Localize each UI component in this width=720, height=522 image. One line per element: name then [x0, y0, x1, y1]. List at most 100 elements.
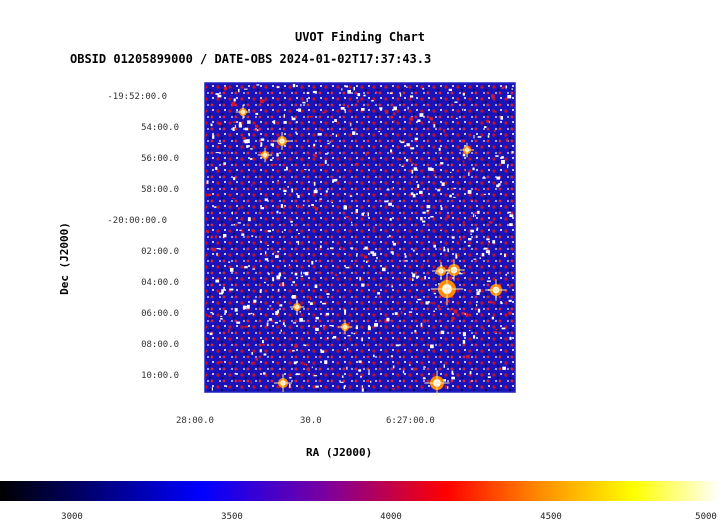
star-pixel	[345, 85, 348, 88]
star-pixel	[329, 134, 332, 137]
star-pixel	[341, 88, 343, 91]
star-pixel	[300, 158, 304, 161]
star-pixel	[491, 316, 494, 320]
star-pixel	[440, 207, 443, 210]
star-pixel	[373, 226, 375, 230]
star-pixel	[384, 319, 389, 323]
star-pixel	[462, 332, 466, 337]
star-pixel	[410, 192, 414, 196]
star-pixel	[259, 349, 262, 353]
star-pixel	[335, 273, 337, 277]
star-pixel	[392, 365, 395, 369]
star-pixel	[429, 302, 433, 304]
colorbar-tick: 3000	[61, 512, 83, 522]
star-pixel	[484, 247, 488, 250]
star-pixel	[299, 318, 303, 322]
star-pixel	[355, 209, 358, 213]
star-pixel	[380, 140, 382, 143]
star-pixel	[473, 258, 477, 260]
star-pixel	[314, 154, 317, 158]
star-pixel	[298, 108, 301, 112]
star-pixel	[488, 221, 493, 224]
star-pixel	[292, 349, 295, 352]
star-pixel	[361, 388, 364, 392]
star-pixel	[372, 252, 377, 256]
star-pixel	[385, 285, 388, 287]
star-pixel	[378, 131, 380, 133]
star-pixel	[390, 251, 394, 254]
star-pixel	[453, 309, 458, 314]
star-pixel	[206, 180, 209, 184]
star-pixel	[509, 223, 513, 226]
star-pixel	[451, 370, 454, 375]
star-pixel	[327, 337, 329, 340]
dec-tick: -19:52:00.0	[107, 92, 167, 102]
star-pixel	[501, 160, 505, 164]
star-pixel	[416, 275, 420, 278]
star-pixel	[409, 159, 412, 163]
star-pixel	[388, 202, 392, 206]
star-pixel	[414, 137, 418, 141]
star-pixel	[441, 306, 444, 307]
star-pixel	[289, 377, 292, 379]
star-pixel	[509, 336, 512, 340]
star-pixel	[462, 93, 465, 96]
star-pixel	[274, 164, 278, 166]
star-pixel	[461, 311, 465, 315]
star-pixel	[295, 121, 297, 124]
star-pixel	[227, 151, 230, 155]
star-pixel	[346, 366, 348, 370]
star-pixel	[261, 344, 265, 346]
star-pixel	[284, 272, 286, 274]
star-pixel	[289, 383, 291, 388]
star-pixel	[303, 363, 306, 366]
star-pixel	[505, 273, 508, 276]
star-pixel	[223, 162, 226, 165]
star-pixel	[313, 189, 318, 194]
star-pixel	[501, 327, 506, 330]
star-pixel	[367, 212, 369, 217]
star-pixel	[461, 139, 463, 143]
dec-tick: 04:00.0	[141, 278, 179, 288]
star-pixel	[247, 217, 251, 222]
star-pixel	[242, 137, 246, 140]
star-pixel	[507, 211, 511, 214]
star-pixel	[451, 376, 455, 380]
star-pixel	[239, 229, 242, 231]
star-pixel	[214, 235, 218, 239]
star-pixel	[319, 245, 322, 248]
star-pixel	[508, 311, 512, 315]
star-pixel	[304, 271, 309, 276]
star-pixel	[300, 104, 302, 107]
star-pixel	[361, 108, 365, 111]
star-pixel	[250, 148, 253, 150]
star-pixel	[320, 350, 325, 353]
dec-tick: -20:00:00.0	[107, 216, 167, 226]
star-pixel	[313, 181, 316, 186]
star-pixel	[352, 131, 356, 135]
star-pixel	[350, 247, 354, 249]
star-pixel	[219, 292, 223, 295]
star-pixel	[215, 152, 220, 154]
star-pixel	[265, 251, 267, 255]
star-pixel	[323, 326, 326, 330]
star-pixel	[365, 152, 367, 156]
star-pixel	[216, 248, 220, 250]
star-pixel	[267, 230, 271, 233]
star-pixel	[437, 189, 441, 192]
star-pixel	[382, 267, 386, 272]
star-pixel	[256, 84, 260, 86]
star-pixel	[251, 361, 253, 365]
star-pixel	[244, 266, 248, 269]
star-pixel	[394, 312, 398, 315]
star-pixel	[297, 194, 300, 198]
star-pixel	[341, 375, 344, 378]
star-pixel	[221, 289, 224, 294]
star-pixel	[276, 275, 281, 280]
star-pixel	[276, 337, 278, 339]
star-pixel	[210, 312, 213, 314]
star-pixel	[470, 229, 474, 233]
star-pixel	[413, 367, 415, 371]
star-pixel	[366, 260, 368, 263]
star-pixel	[443, 364, 445, 368]
